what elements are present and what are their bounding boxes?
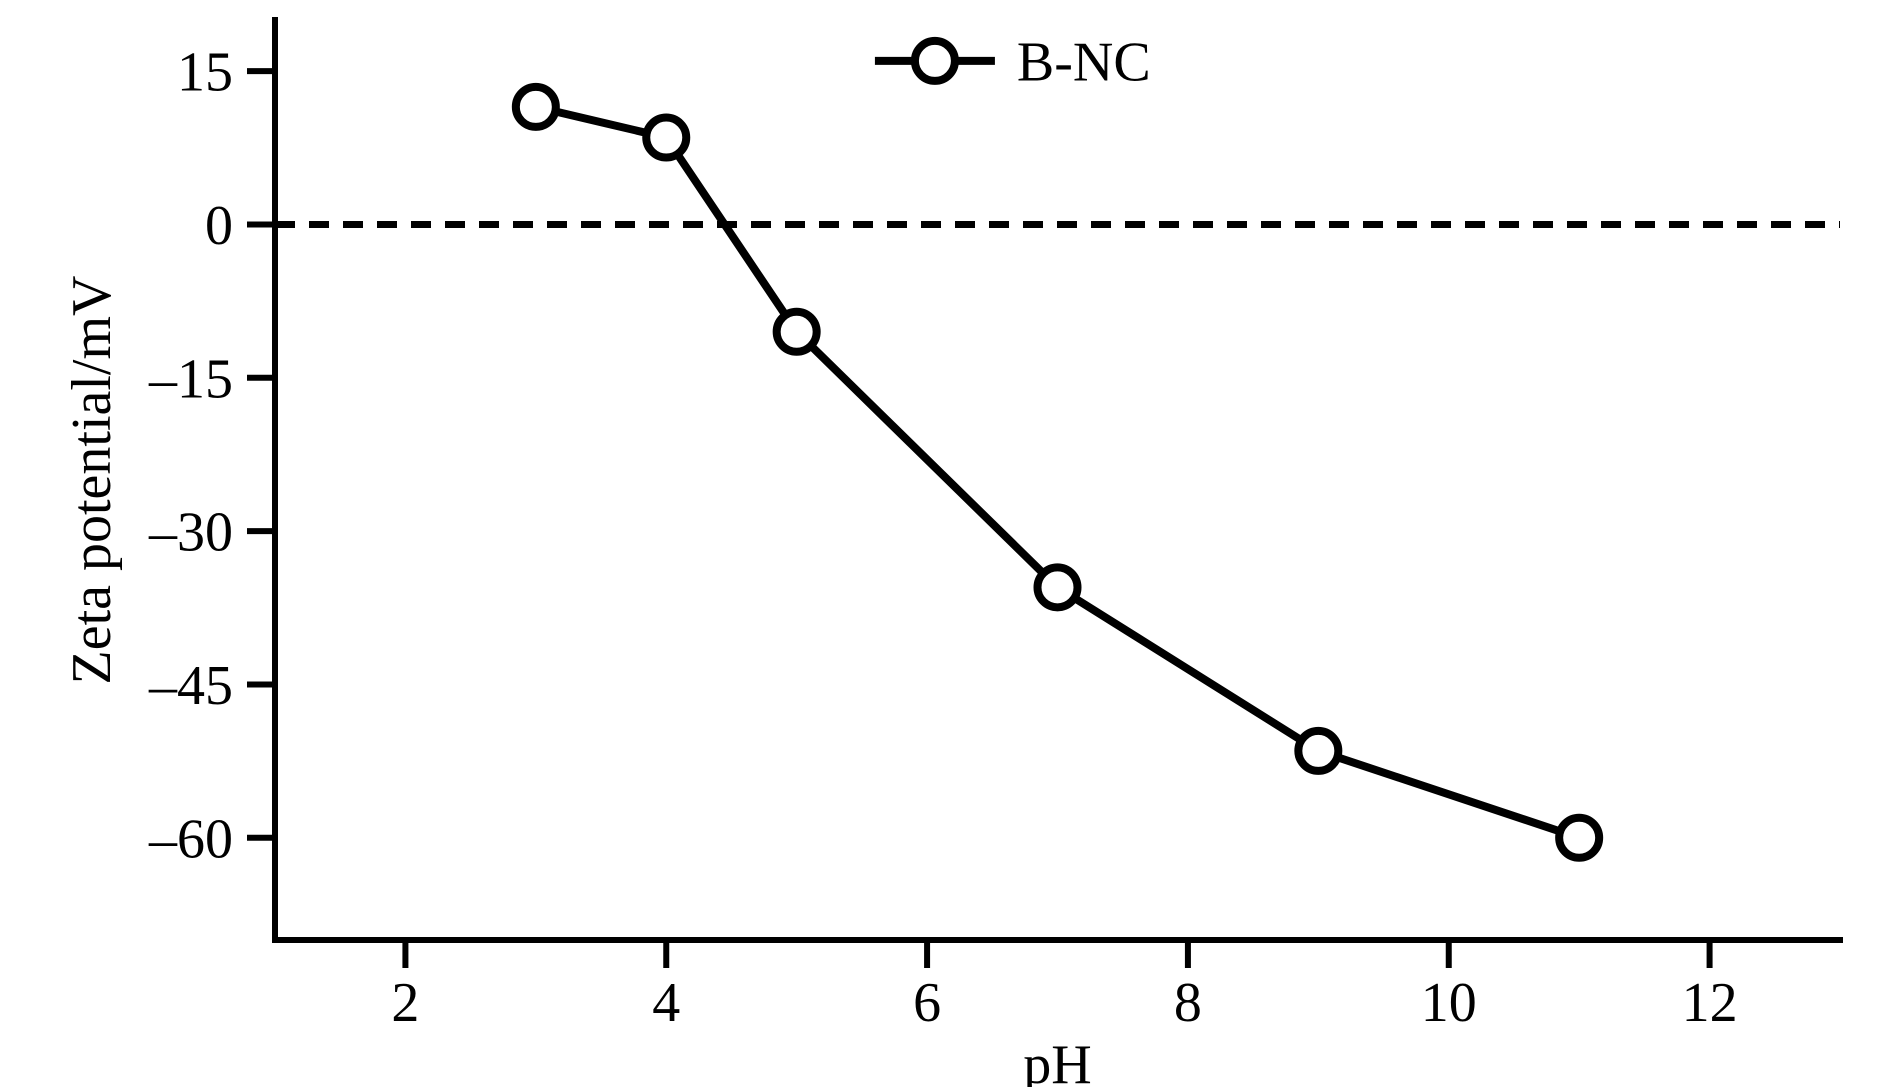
y-tick-label: 15 (177, 42, 233, 104)
x-tick-label: 6 (913, 972, 941, 1034)
y-tick-label: 0 (205, 195, 233, 257)
x-tick-label: 4 (652, 972, 680, 1034)
data-point-marker (1298, 731, 1338, 771)
y-tick-label: –30 (148, 502, 233, 564)
x-tick-label: 12 (1682, 972, 1738, 1034)
y-tick-label: –45 (148, 655, 233, 717)
x-tick-label: 8 (1174, 972, 1202, 1034)
x-axis-label: pH (1023, 1034, 1091, 1087)
x-tick-label: 2 (391, 972, 419, 1034)
data-point-marker (1559, 818, 1599, 858)
legend-label: B-NC (1017, 31, 1151, 93)
x-tick-label: 10 (1421, 972, 1477, 1034)
data-point-marker (1038, 567, 1078, 607)
zeta-potential-chart: 2 4 6 8 10 12 –60 –45 –30 –15 0 15 pH Zeta potential/… (0, 0, 1890, 1092)
y-tick-label: –60 (148, 808, 233, 870)
data-point-marker (516, 87, 556, 127)
data-point-marker (646, 118, 686, 158)
y-tick-label: –15 (148, 348, 233, 410)
data-point-marker (777, 312, 817, 352)
y-axis-label: Zeta potential/mV (61, 276, 123, 685)
legend-marker-icon (915, 41, 955, 81)
